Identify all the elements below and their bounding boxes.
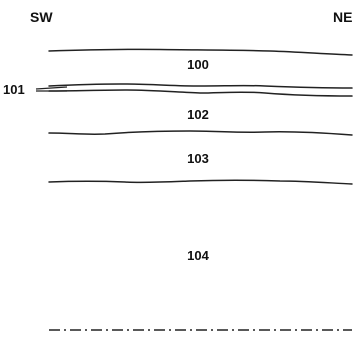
- direction-label-sw: SW: [30, 9, 53, 25]
- direction-label-ne: NE: [333, 9, 352, 25]
- unit-label-103: 103: [187, 151, 209, 166]
- bed-101-upper-line: [48, 83, 353, 89]
- unit-label-100: 100: [187, 57, 209, 72]
- bed-101-lower-line: [48, 89, 353, 97]
- top-boundary-line: [48, 48, 353, 56]
- leader-line-101-upper: [35, 86, 68, 90]
- boundary-103-104: [48, 179, 353, 185]
- unit-label-101: 101: [3, 82, 25, 97]
- unit-label-104: 104: [187, 248, 209, 263]
- unit-label-102: 102: [187, 107, 209, 122]
- boundary-102-103: [48, 130, 353, 136]
